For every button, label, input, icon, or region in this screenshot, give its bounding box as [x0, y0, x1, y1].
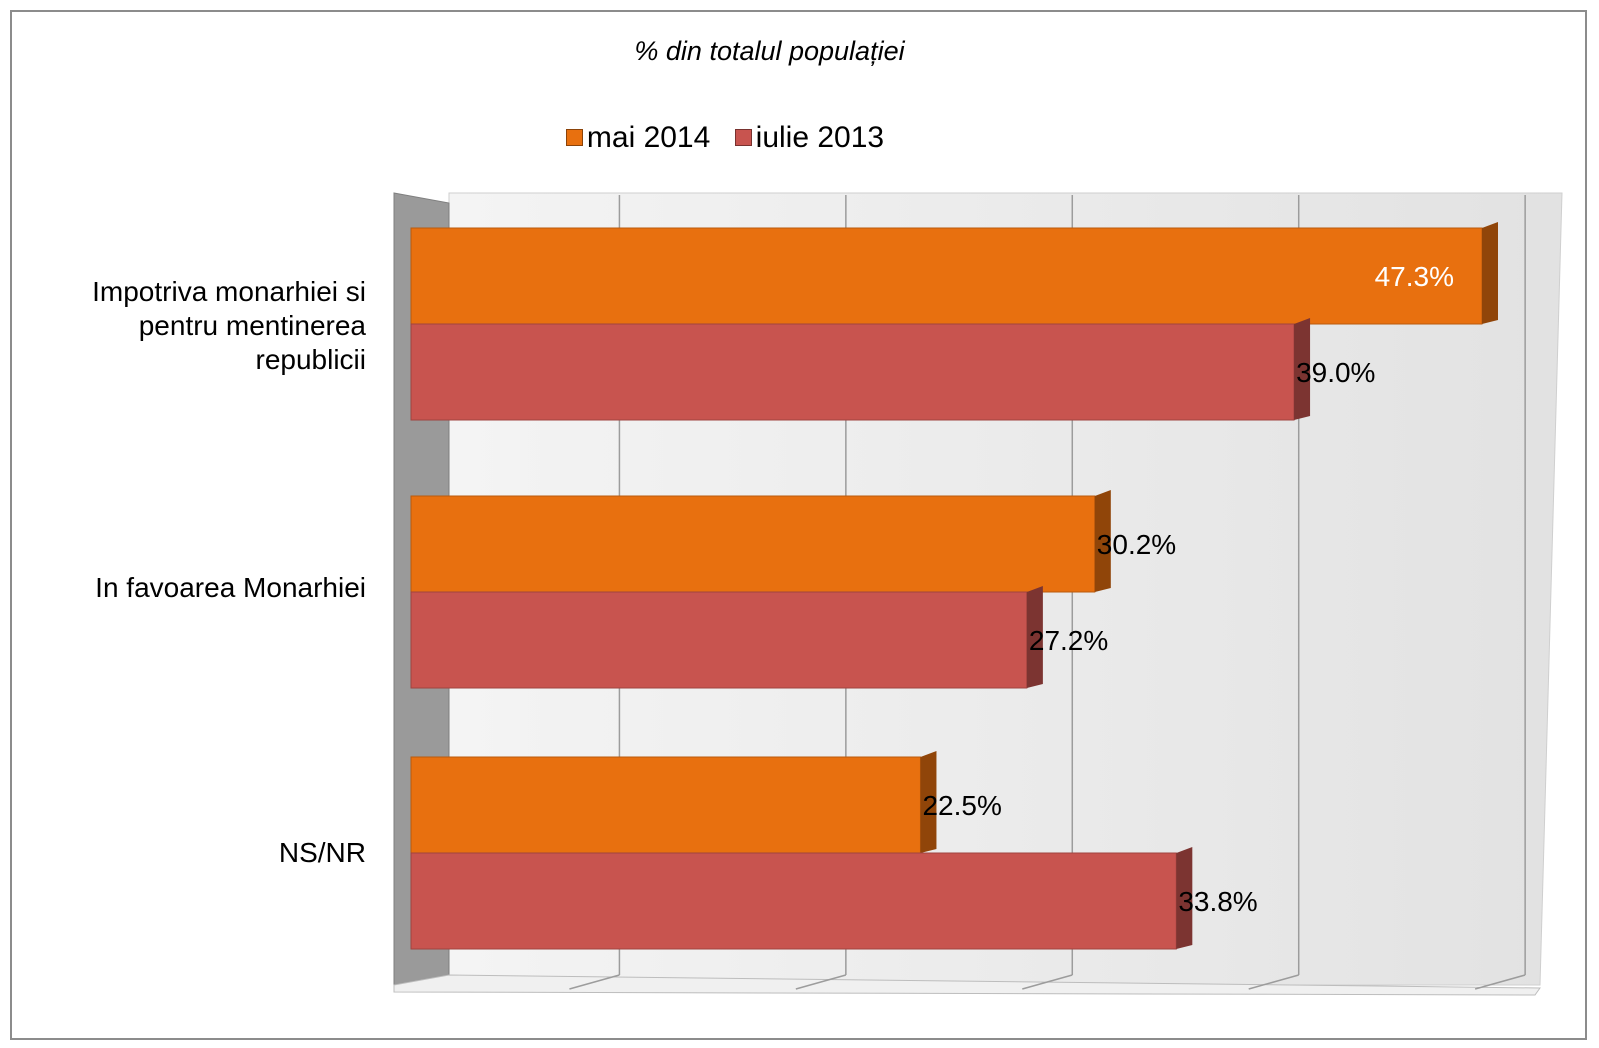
bar-1-0 [410, 495, 1096, 593]
gridline-floor [1022, 974, 1073, 990]
legend: mai 2014 iulie 2013 [0, 120, 1450, 155]
bar-side-1-0 [1094, 490, 1111, 592]
legend-item-series-0: mai 2014 [565, 120, 711, 155]
legend-label-series-1: iulie 2013 [755, 120, 885, 154]
data-label-0-0: 47.3% [1375, 261, 1454, 292]
legend-swatch-series-1 [734, 129, 752, 146]
bar-2-1 [410, 852, 1177, 950]
bar-side-1-1 [1026, 586, 1043, 688]
category-label-1: In favoarea Monarhiei [95, 572, 366, 603]
bar-0-0 [410, 227, 1483, 325]
gridline-floor [1474, 974, 1526, 990]
bar-0-1 [410, 323, 1295, 421]
bar-side-0-0 [1482, 222, 1498, 324]
chart-title: % din totalul populației [634, 36, 905, 66]
bar-1-1 [410, 591, 1028, 689]
bar-side-2-0 [920, 751, 937, 853]
data-label-1-0: 30.2% [1097, 529, 1176, 560]
category-label-2: NS/NR [278, 837, 366, 868]
gridline-floor [795, 974, 847, 990]
bar-side-2-1 [1176, 847, 1193, 949]
legend-swatch-series-0 [565, 129, 583, 146]
data-label-1-1: 27.2% [1029, 625, 1108, 656]
data-label-2-0: 22.5% [922, 790, 1001, 821]
gridline-floor [569, 974, 620, 990]
bar-2-0 [410, 756, 921, 854]
data-label-2-1: 33.8% [1178, 886, 1257, 917]
category-label-0: Impotriva monarhiei si pentru mentinerea… [92, 276, 366, 375]
data-label-0-1: 39.0% [1296, 357, 1375, 388]
legend-item-series-1: iulie 2013 [734, 120, 885, 155]
bar-side-0-1 [1294, 318, 1311, 420]
gridline-floor [1248, 974, 1299, 990]
legend-label-series-0: mai 2014 [586, 120, 711, 154]
floor [393, 974, 1541, 996]
